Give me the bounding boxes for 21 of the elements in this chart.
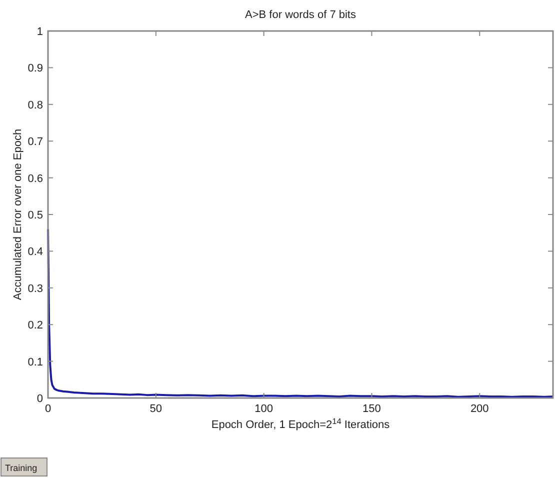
y-tick-label: 0 — [36, 393, 43, 405]
x-tick-label: 100 — [254, 403, 273, 415]
x-tick-label: 150 — [362, 403, 381, 415]
chart-title: A>B for words of 7 bits — [245, 9, 356, 21]
y-tick-label: 1 — [36, 26, 43, 38]
y-tick-label: 0.8 — [28, 99, 43, 112]
x-tick-label: 50 — [150, 403, 162, 415]
y-tick-label: 0.2 — [28, 320, 43, 332]
y-tick-label: 0.6 — [28, 172, 43, 185]
y-tick-label: 0.4 — [28, 246, 43, 258]
x-tick-label: 200 — [470, 403, 489, 415]
y-tick-label: 0.1 — [28, 356, 43, 368]
y-tick-label: 0.3 — [28, 282, 43, 295]
x-axis-title: Epoch Order, 1 Epoch=2$^{14}$ Iterations — [211, 416, 390, 431]
y-tick-label: 0.7 — [28, 136, 43, 148]
y-tick-label: 0.5 — [28, 210, 43, 222]
y-axis-title: Accumulated Error over one Epoch — [12, 128, 24, 300]
y-tick-label: 0.9 — [28, 62, 43, 75]
x-tick-label: 0 — [44, 403, 52, 415]
text: Training — [5, 463, 38, 473]
line-series — [47, 228, 554, 398]
